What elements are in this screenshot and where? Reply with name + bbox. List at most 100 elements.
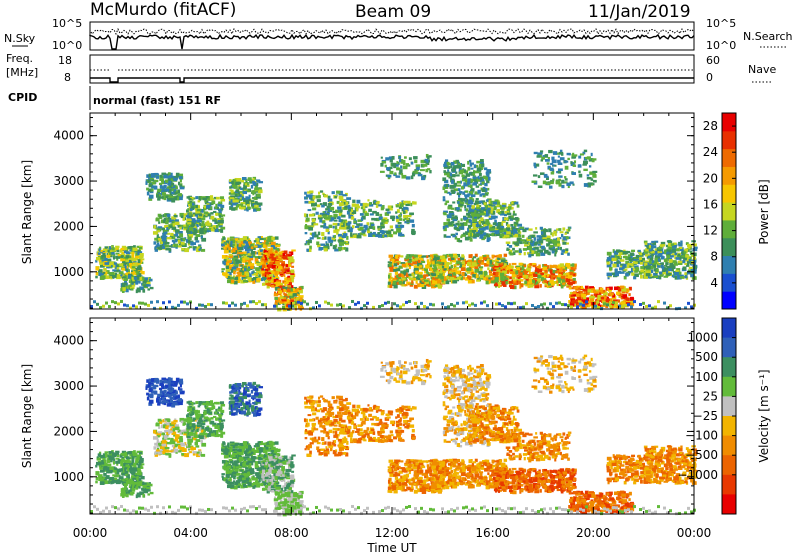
power-cell (439, 269, 443, 274)
power-cell (586, 176, 592, 180)
power-cell (125, 259, 129, 263)
power-cell (391, 156, 395, 160)
power-cell (304, 213, 309, 218)
power-cell (551, 232, 554, 237)
power-cell (133, 275, 137, 278)
power-cell (179, 186, 185, 190)
power-cell (484, 272, 488, 277)
power-cell (231, 184, 236, 188)
power-cell (533, 237, 536, 241)
power-cell (512, 228, 517, 232)
power-cell (431, 261, 435, 265)
power-cell (563, 272, 569, 276)
power-cell (375, 201, 379, 205)
power-cell (507, 206, 512, 210)
power-cell (649, 275, 652, 279)
power-cell (277, 260, 283, 263)
power-cell (342, 199, 347, 204)
power-cell (256, 262, 261, 266)
power-cell (314, 202, 317, 207)
power-cell (290, 269, 295, 274)
power-cell (179, 233, 184, 238)
power-cell (558, 271, 563, 276)
power-cell (460, 162, 463, 166)
power-cell (213, 196, 217, 200)
power-cell (398, 278, 404, 282)
power-cell (452, 273, 457, 277)
power-cell (185, 215, 189, 218)
power-cell (163, 219, 167, 224)
power-cell (453, 160, 457, 164)
power-cell (413, 265, 417, 269)
power-cell (592, 289, 597, 293)
power-cell (491, 232, 497, 237)
power-cell (470, 222, 474, 226)
power-cell (379, 213, 383, 217)
power-cell (394, 259, 399, 262)
power-cell (241, 179, 245, 183)
power-cell (517, 223, 523, 227)
power-cell (579, 153, 585, 156)
power-cell (482, 175, 487, 180)
power-cell (534, 263, 537, 268)
power-cell (471, 198, 475, 202)
power-cell (330, 217, 335, 221)
power-cell (549, 279, 554, 284)
power-cell (263, 277, 268, 282)
power-cell (170, 175, 175, 179)
power-cell (630, 297, 635, 301)
power-cell (259, 269, 263, 273)
power-cell (307, 239, 312, 244)
power-cell (367, 228, 370, 233)
power-cell (554, 253, 557, 257)
power-cell (130, 288, 134, 291)
power-cell (475, 185, 480, 188)
power-cell (248, 202, 251, 205)
power-cell (557, 162, 563, 165)
power-cell (471, 212, 476, 217)
power-cell (135, 279, 141, 283)
power-cell (205, 213, 208, 216)
power-cell (422, 159, 428, 163)
power-cell (317, 244, 321, 248)
power-cell (226, 279, 232, 284)
power-cell (130, 286, 135, 289)
power-cell (180, 242, 185, 245)
power-cell (568, 227, 571, 232)
power-cell (453, 265, 457, 268)
power-cell (514, 217, 519, 221)
power-cell (496, 254, 500, 258)
power-cell (442, 196, 446, 199)
power-cell (251, 206, 255, 209)
power-cell (239, 270, 243, 273)
power-cell (569, 264, 573, 267)
power-cell (411, 172, 416, 177)
power-cell (244, 268, 247, 272)
power-cell (135, 281, 139, 285)
power-cell (669, 255, 674, 258)
power-cell (567, 265, 570, 269)
power-cell (337, 206, 342, 210)
power-cell (532, 279, 537, 284)
power-cell (588, 182, 591, 187)
power-cell (573, 286, 579, 290)
power-cell (240, 206, 246, 210)
power-cell (474, 180, 479, 184)
power-cell (408, 263, 412, 266)
power-cell (485, 280, 489, 285)
power-cell (305, 224, 308, 227)
power-cell (121, 267, 126, 271)
power-cell (192, 247, 196, 251)
power-cell (419, 280, 422, 283)
power-cell (322, 215, 327, 219)
power-cell (274, 302, 278, 305)
power-cell (286, 304, 289, 308)
power-cell (281, 263, 285, 266)
power-cell (177, 193, 183, 197)
power-cell (554, 233, 557, 236)
power-cell (456, 207, 460, 211)
power-cell (435, 271, 440, 276)
power-cell (606, 259, 610, 263)
power-cell (136, 256, 139, 261)
power-cell (238, 246, 243, 251)
